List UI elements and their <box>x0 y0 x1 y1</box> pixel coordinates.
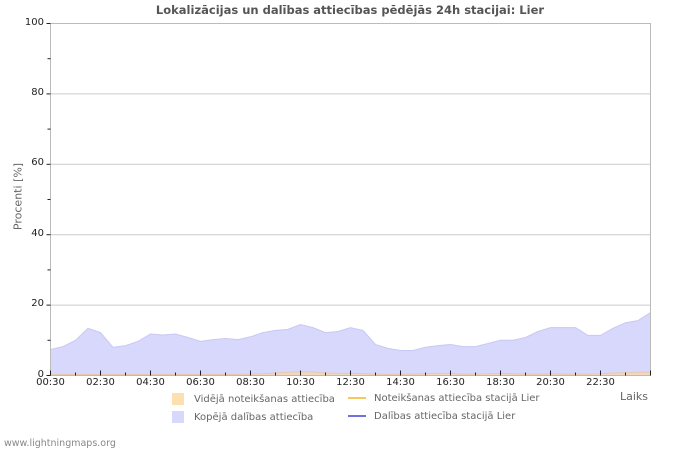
legend-item-avg-detection: Vidējā noteikšanas attiecība <box>172 393 335 405</box>
x-tick-label: 04:30 <box>136 377 165 388</box>
legend-swatch-icon <box>172 393 184 405</box>
x-tick-label: 14:30 <box>386 377 415 388</box>
footer-site-link[interactable]: www.lightningmaps.org <box>4 438 116 449</box>
y-tick-label: 80 <box>31 86 44 98</box>
x-tick-label: 02:30 <box>86 377 115 388</box>
chart-title: Lokalizācijas un dalības attiecības pēdē… <box>155 3 545 17</box>
x-tick-label: 00:30 <box>36 377 65 388</box>
x-tick-label: 20:30 <box>536 377 565 388</box>
y-tick-label: 100 <box>24 16 44 28</box>
legend-swatch-icon <box>172 411 184 423</box>
axis-ticks <box>46 23 651 376</box>
gridlines <box>50 93 651 306</box>
plot-frame <box>50 23 651 376</box>
y-tick-label: 60 <box>31 157 44 169</box>
legend-item-station-participation: Dalības attiecība stacijā Lier <box>348 411 515 422</box>
x-tick-label: 18:30 <box>486 377 515 388</box>
x-axis-label: Laiks <box>620 390 649 403</box>
y-tick-label: 40 <box>31 227 44 239</box>
x-tick-label: 08:30 <box>236 377 265 388</box>
x-tick-label: 22:30 <box>586 377 615 388</box>
legend-item-station-detection: Noteikšanas attiecība stacijā Lier <box>348 393 540 404</box>
y-tick-label: 20 <box>31 298 44 310</box>
y-tick-label: 0 <box>37 368 44 380</box>
total-participation-area <box>50 311 651 376</box>
legend-item-total-participation: Kopējā dalības attiecība <box>172 411 313 423</box>
x-tick-label: 06:30 <box>186 377 215 388</box>
legend-line-icon <box>348 415 366 417</box>
x-tick-label: 12:30 <box>336 377 365 388</box>
x-tick-label: 16:30 <box>436 377 465 388</box>
legend-line-icon <box>348 397 366 399</box>
x-tick-label: 10:30 <box>286 377 315 388</box>
